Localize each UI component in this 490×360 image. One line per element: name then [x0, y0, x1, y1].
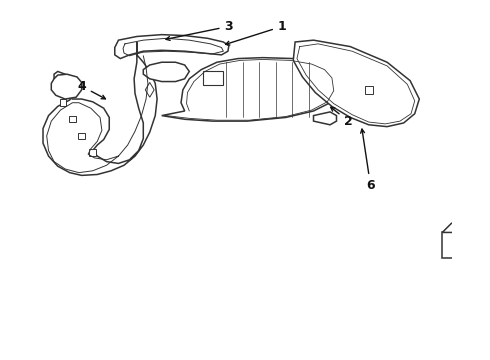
Text: 5: 5	[489, 264, 490, 297]
Text: 2: 2	[331, 107, 353, 127]
Polygon shape	[90, 149, 96, 156]
Polygon shape	[43, 42, 157, 175]
Polygon shape	[162, 58, 337, 121]
Polygon shape	[115, 35, 229, 59]
Polygon shape	[146, 82, 154, 97]
Polygon shape	[314, 112, 337, 125]
Polygon shape	[143, 62, 189, 82]
Text: 1: 1	[225, 20, 287, 45]
Polygon shape	[69, 116, 75, 122]
Text: 6: 6	[361, 129, 375, 192]
Polygon shape	[78, 132, 85, 139]
Polygon shape	[203, 71, 223, 85]
Polygon shape	[442, 233, 490, 258]
Polygon shape	[442, 223, 490, 233]
Polygon shape	[365, 86, 373, 94]
Polygon shape	[60, 99, 67, 106]
Polygon shape	[293, 40, 419, 127]
Text: 4: 4	[77, 80, 105, 99]
Text: 3: 3	[166, 20, 233, 40]
Polygon shape	[51, 74, 82, 99]
